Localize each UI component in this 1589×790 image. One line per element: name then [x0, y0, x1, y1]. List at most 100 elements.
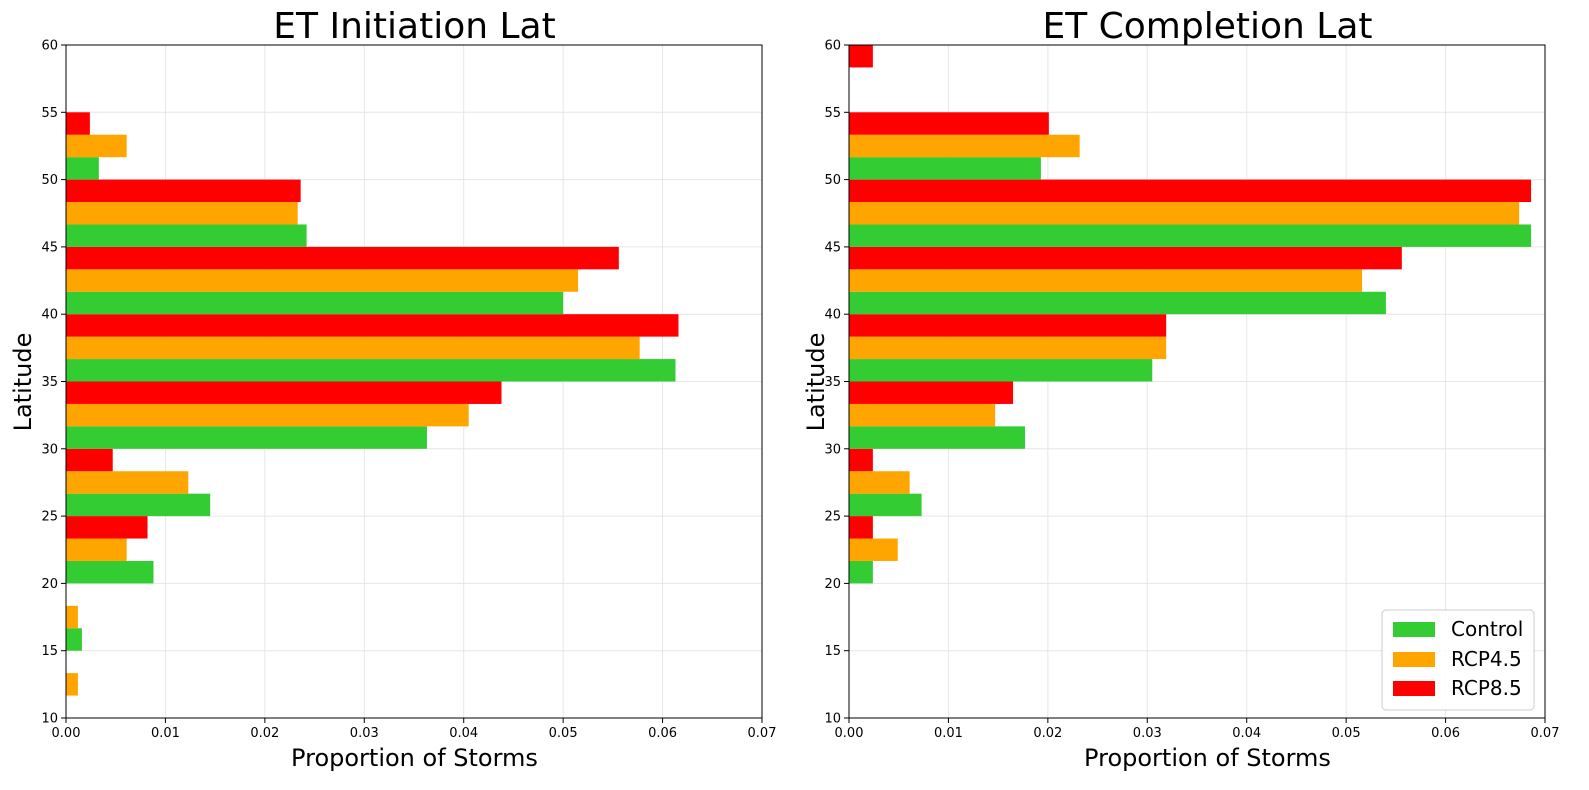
- y-tick-label: 10: [824, 712, 841, 727]
- bar-rcp45-lat-15: [66, 605, 78, 629]
- y-tick-label: 20: [824, 577, 841, 592]
- x-tick-label: 0.01: [934, 726, 963, 741]
- legend-label-control: Control: [1451, 617, 1523, 641]
- bar-rcp45-lat-30: [849, 403, 996, 427]
- y-tick-label: 25: [824, 510, 841, 525]
- bar-rcp85-lat-25: [849, 448, 873, 472]
- bar-rcp85-lat-40: [849, 246, 1402, 270]
- bar-rcp85-lat-50: [66, 112, 90, 135]
- x-tick-label: 0.05: [549, 726, 578, 741]
- legend-swatch-rcp45: [1393, 652, 1435, 667]
- y-tick-label: 35: [41, 375, 58, 390]
- bar-rcp45-lat-40: [849, 269, 1363, 292]
- bar-control-lat-35: [66, 359, 676, 382]
- x-axis-label: Proportion of Storms: [1084, 744, 1331, 772]
- bar-rcp85-lat-45: [849, 179, 1532, 203]
- bar-rcp45-lat-50: [849, 134, 1080, 158]
- bar-control-lat-45: [66, 224, 307, 247]
- y-tick-label: 15: [41, 644, 58, 659]
- bar-control-lat-25: [849, 493, 922, 517]
- bar-control-lat-45: [849, 224, 1532, 247]
- bar-rcp45-lat-40: [66, 269, 579, 292]
- y-tick-label: 50: [824, 173, 841, 188]
- chart-title: ET Completion Lat: [1042, 6, 1372, 47]
- y-tick-label: 45: [41, 240, 58, 255]
- bar-control-lat-50: [849, 157, 1041, 180]
- bar-rcp85-lat-30: [849, 381, 1014, 404]
- bars: [66, 112, 679, 696]
- bar-rcp45-lat-25: [66, 471, 189, 494]
- chart-title: ET Initiation Lat: [273, 6, 555, 47]
- bar-rcp85-lat-20: [66, 516, 148, 539]
- bar-rcp45-lat-10: [66, 673, 78, 696]
- x-tick-label: 0.05: [1332, 726, 1361, 741]
- x-tick-label: 0.00: [52, 726, 81, 741]
- chart-panel-initiation: ET Initiation Lat 0.00 0.01 0.02 0.03 0.04 0.…: [9, 6, 776, 772]
- bar-rcp85-lat-25: [66, 448, 113, 472]
- bar-control-lat-35: [849, 359, 1153, 382]
- bar-rcp45-lat-50: [66, 134, 127, 158]
- y-tick-label: 50: [41, 173, 58, 188]
- x-tick-label: 0.02: [1033, 726, 1062, 741]
- y-tick-label: 60: [824, 39, 841, 54]
- bar-rcp45-lat-35: [66, 336, 640, 360]
- bar-rcp85-lat-45: [66, 179, 301, 203]
- bar-rcp85-lat-20: [849, 516, 873, 539]
- bar-rcp45-lat-20: [849, 538, 898, 561]
- x-tick-label: 0.07: [1531, 726, 1560, 741]
- bar-control-lat-20: [66, 560, 154, 584]
- y-tick-label: 25: [41, 510, 58, 525]
- y-tick-label: 35: [824, 375, 841, 390]
- x-tick-label: 0.06: [648, 726, 677, 741]
- x-tick-label: 0.01: [151, 726, 180, 741]
- x-tick-label: 0.07: [748, 726, 777, 741]
- x-tick-label: 0.04: [1232, 726, 1261, 741]
- y-tick-label: 15: [824, 644, 841, 659]
- bar-control-lat-15: [66, 628, 82, 651]
- x-tick-label: 0.03: [350, 726, 379, 741]
- legend-swatch-control: [1393, 622, 1435, 637]
- legend: Control RCP4.5 RCP8.5: [1381, 609, 1535, 711]
- bar-control-lat-30: [849, 426, 1025, 449]
- x-tick-label: 0.00: [835, 726, 864, 741]
- bar-control-lat-25: [66, 493, 211, 517]
- y-tick-label: 55: [41, 106, 58, 121]
- bar-rcp85-lat-40: [66, 246, 619, 270]
- y-tick-label: 40: [41, 308, 58, 323]
- bar-rcp45-lat-35: [849, 336, 1167, 360]
- bar-rcp85-lat-35: [66, 314, 679, 337]
- chart-panel-completion: ET Completion Lat 0.00 0.01 0.02 0.03 0.04 0.…: [802, 6, 1559, 772]
- bar-control-lat-30: [66, 426, 427, 449]
- bar-rcp45-lat-45: [66, 202, 298, 225]
- axes: 0.00 0.01 0.02 0.03 0.04 0.05 0.06 0.07 10 15 20 25…: [824, 39, 1559, 742]
- y-tick-label: 60: [41, 39, 58, 54]
- bar-control-lat-40: [66, 291, 564, 315]
- bar-rcp85-lat-55: [849, 45, 873, 68]
- x-tick-label: 0.04: [449, 726, 478, 741]
- bar-control-lat-50: [66, 157, 99, 180]
- legend-swatch-rcp85: [1393, 681, 1435, 696]
- axes: 0.00 0.01 0.02 0.03 0.04 0.05 0.06 0.07 10 15 20 25…: [41, 39, 776, 742]
- x-tick-label: 0.06: [1431, 726, 1460, 741]
- bar-control-lat-20: [849, 560, 873, 584]
- bar-rcp85-lat-50: [849, 112, 1049, 135]
- bars: [849, 45, 1532, 584]
- legend-label-rcp45: RCP4.5: [1451, 647, 1522, 671]
- x-tick-label: 0.03: [1133, 726, 1162, 741]
- y-tick-label: 45: [824, 240, 841, 255]
- y-tick-label: 55: [824, 106, 841, 121]
- bar-rcp45-lat-45: [849, 202, 1520, 225]
- x-tick-label: 0.02: [250, 726, 279, 741]
- y-axis-label: Latitude: [802, 333, 830, 432]
- bar-control-lat-40: [849, 291, 1386, 315]
- y-tick-label: 30: [41, 442, 58, 457]
- x-axis-label: Proportion of Storms: [291, 744, 538, 772]
- y-tick-label: 40: [824, 308, 841, 323]
- y-tick-label: 10: [41, 712, 58, 727]
- bar-rcp85-lat-35: [849, 314, 1167, 337]
- bar-rcp85-lat-30: [66, 381, 502, 404]
- legend-label-rcp85: RCP8.5: [1451, 676, 1522, 700]
- bar-rcp45-lat-20: [66, 538, 127, 561]
- y-axis-label: Latitude: [9, 333, 37, 432]
